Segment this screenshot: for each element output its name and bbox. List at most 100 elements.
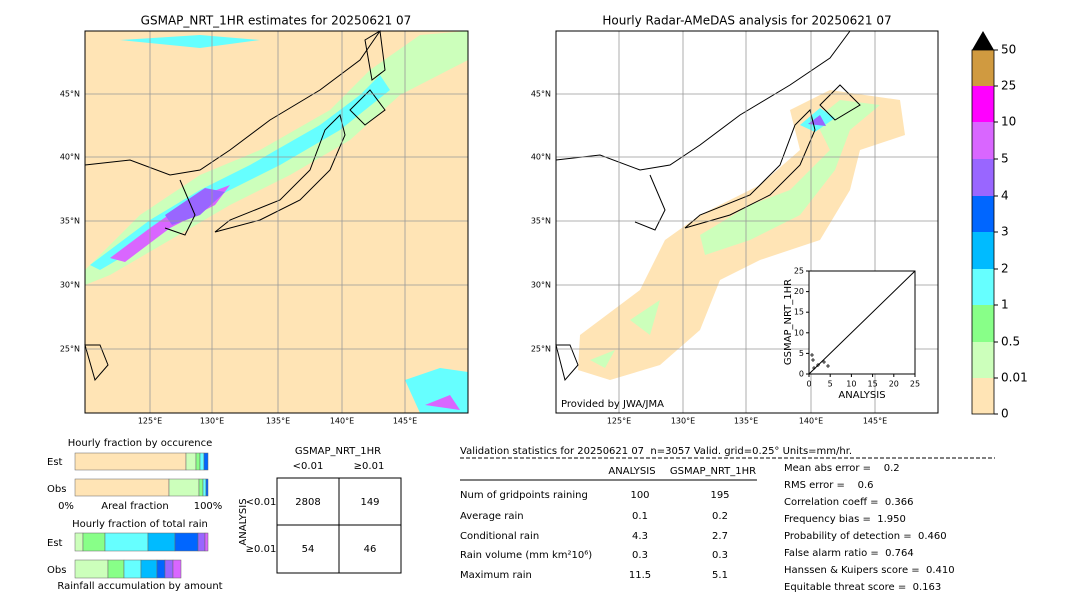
x-tick-label: 0 [806,380,811,389]
axis-label: 100% [194,501,223,512]
validation-header: Validation statistics for 20250621 07 n=… [460,446,852,457]
axis-label: Areal fraction [101,501,168,512]
score: Equitable threat score = 0.163 [784,582,941,593]
cell-value: 2.7 [712,531,728,542]
table-title: GSMAP_NRT_1HR [295,446,381,457]
lat-label: 40°N [531,153,551,162]
row-label: Est [47,538,63,549]
cell-value: 0.1 [632,511,648,522]
x-tick-label: 10 [846,380,856,389]
lat-label: 40°N [60,153,80,162]
y-tick-label: 15 [794,308,804,317]
col-label: <0.01 [293,461,324,472]
colorbar [971,31,995,415]
score: Correlation coeff = 0.366 [784,497,914,508]
panel-title: Hourly fraction of total rain [72,519,208,530]
y-tick-label: 25 [794,267,804,276]
cell-value: 5.1 [712,570,728,581]
colorbar-label: 0 [1001,407,1009,421]
x-tick-label: 25 [910,380,920,389]
row-label: Obs [47,565,66,576]
row-label: Est [47,457,63,468]
lon-label: 125°E [607,417,631,426]
score: Hanssen & Kuipers score = 0.410 [784,565,955,576]
score: Frequency bias = 1.950 [784,514,906,525]
colorbar-label: 5 [1001,152,1009,166]
credit: Provided by JWA/JMA [561,399,664,410]
cell-value: 4.3 [632,531,648,542]
fraction-bars [74,452,209,579]
colorbar-label: 0.01 [1001,371,1028,385]
colorbar-label: 50 [1001,43,1016,57]
colorbar-label: 3 [1001,225,1009,239]
lon-label: 130°E [671,417,695,426]
table-cell: 149 [360,497,379,508]
y-tick-label: 20 [794,287,804,296]
row-label: Num of gridpoints raining [460,490,588,501]
row-label: <0.01 [246,497,277,508]
lon-label: 145°E [863,417,887,426]
cell-value: 195 [710,490,729,501]
row-label: Average rain [460,511,524,522]
map-title: Hourly Radar-AMeDAS analysis for 2025062… [602,14,891,28]
right-map [555,30,939,414]
row-label: Maximum rain [460,570,532,581]
score: False alarm ratio = 0.764 [784,548,914,559]
cell-value: 0.3 [632,550,648,561]
lat-label: 30°N [531,281,551,290]
lat-label: 30°N [60,281,80,290]
x-tick-label: 20 [889,380,899,389]
contingency-grid [276,477,402,574]
lon-label: 125°E [138,417,162,426]
colorbar-label: 25 [1001,79,1016,93]
y-tick-label: 10 [794,328,804,337]
cell-value: 11.5 [629,570,651,581]
lat-label: 35°N [531,217,551,226]
colorbar-label: 10 [1001,115,1016,129]
lat-label: 35°N [60,217,80,226]
cell-value: 0.2 [712,511,728,522]
x-axis-label: ANALYSIS [838,390,885,401]
row-label: Conditional rain [460,531,539,542]
table-cell: 2808 [295,497,320,508]
lon-label: 145°E [393,417,417,426]
colorbar-label: 1 [1001,298,1009,312]
panel-title: Hourly fraction by occurence [68,438,212,449]
lon-label: 130°E [200,417,224,426]
lon-label: 135°E [734,417,758,426]
row-label: Rain volume (mm km²10⁶) [460,550,592,561]
lat-label: 45°N [60,90,80,99]
x-tick-label: 15 [868,380,878,389]
colorbar-label: 0.5 [1001,335,1020,349]
lon-label: 140°E [799,417,823,426]
table-cell: 46 [364,544,377,555]
lat-label: 45°N [531,90,551,99]
lon-label: 135°E [266,417,290,426]
row-title: ANALYSIS [238,498,249,545]
column-header: ANALYSIS [608,466,655,477]
row-label: Obs [47,484,66,495]
axis-label: 0% [58,501,74,512]
colorbar-label: 4 [1001,189,1009,203]
cell-value: 100 [630,490,649,501]
y-axis-label: GSMAP_NRT_1HR [783,279,794,365]
left-map [84,30,469,414]
colorbar-label: 2 [1001,262,1009,276]
y-tick-label: 0 [799,370,804,379]
row-label: ≥0.01 [246,544,277,555]
score: Probability of detection = 0.460 [784,531,947,542]
caption: Rainfall accumulation by amount [57,581,222,592]
lat-label: 25°N [60,345,80,354]
lat-label: 25°N [531,345,551,354]
score: Mean abs error = 0.2 [784,463,900,474]
lon-label: 140°E [330,417,354,426]
x-tick-label: 5 [828,380,833,389]
col-label: ≥0.01 [354,461,385,472]
cell-value: 0.3 [712,550,728,561]
y-tick-label: 5 [799,349,804,358]
table-cell: 54 [302,544,315,555]
score: RMS error = 0.6 [784,480,874,491]
map-title: GSMAP_NRT_1HR estimates for 20250621 07 [141,14,412,28]
column-header: GSMAP_NRT_1HR [670,466,756,477]
